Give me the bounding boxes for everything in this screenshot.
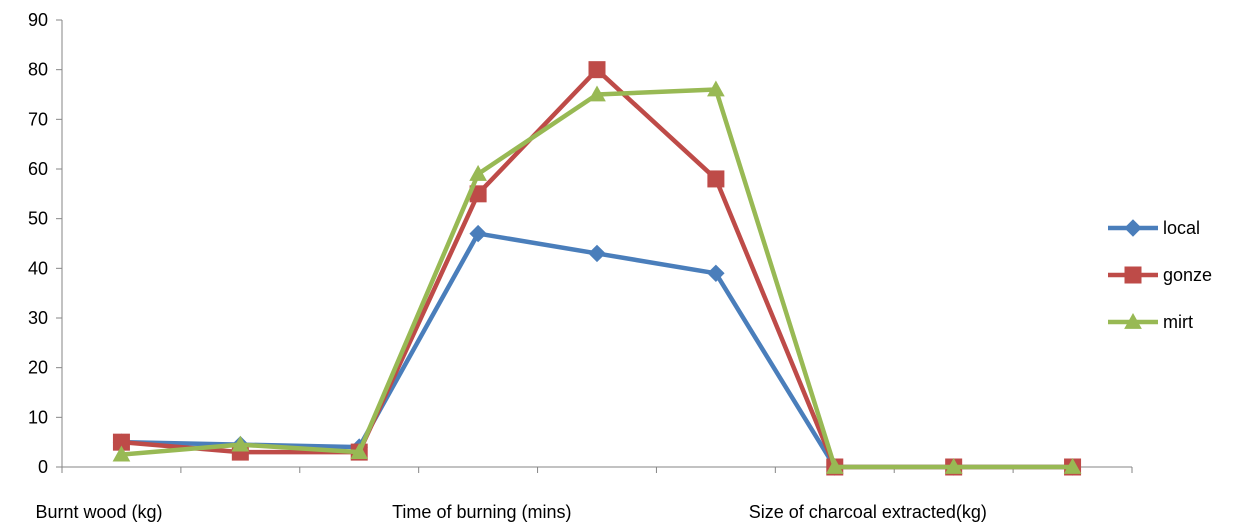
y-tick-label: 70 bbox=[28, 109, 48, 129]
y-tick-label: 80 bbox=[28, 60, 48, 80]
data-point-mirt bbox=[588, 85, 606, 102]
data-point-local bbox=[588, 244, 606, 263]
series-local bbox=[112, 224, 1082, 476]
series-gonze bbox=[112, 61, 1082, 476]
legend-marker bbox=[1124, 312, 1142, 329]
series-line-gonze bbox=[119, 67, 1075, 470]
x-category-label: Size of charcoal extracted(kg) bbox=[749, 502, 987, 522]
x-category-label: Burnt wood (kg) bbox=[35, 502, 162, 522]
data-point-mirt bbox=[112, 445, 131, 462]
data-point-mirt bbox=[707, 80, 725, 97]
data-point-mirt bbox=[1063, 457, 1082, 474]
legend: local gonze mirt bbox=[1108, 218, 1212, 332]
data-point-mirt bbox=[469, 164, 487, 181]
series-lines bbox=[112, 61, 1082, 476]
axes: 0 10 20 30 40 50 60 70 80 90 Burnt wood (kg) Time o… bbox=[28, 10, 1133, 522]
y-tick-label: 20 bbox=[28, 358, 48, 378]
data-point-mirt bbox=[350, 443, 369, 459]
data-point-mirt bbox=[825, 457, 844, 474]
series-line-mirt bbox=[119, 87, 1075, 470]
data-point-gonze bbox=[707, 170, 725, 188]
y-tick-label: 50 bbox=[28, 209, 48, 229]
series-mirt bbox=[112, 80, 1082, 474]
legend-marker bbox=[1124, 219, 1142, 237]
y-tick-label: 10 bbox=[28, 407, 48, 427]
legend-marker bbox=[1124, 266, 1142, 284]
y-tick-label: 30 bbox=[28, 308, 48, 328]
legend-item-gonze: gonze bbox=[1108, 265, 1212, 285]
y-tick-label: 0 bbox=[38, 457, 48, 477]
legend-item-mirt: mirt bbox=[1108, 312, 1193, 332]
data-point-local bbox=[469, 224, 487, 243]
y-tick-label: 40 bbox=[28, 258, 48, 278]
legend-label: mirt bbox=[1163, 312, 1193, 332]
legend-item-local: local bbox=[1108, 218, 1200, 238]
y-tick-label: 60 bbox=[28, 159, 48, 179]
data-point-mirt bbox=[231, 435, 250, 452]
series-line-local bbox=[119, 231, 1075, 470]
y-tick-label: 90 bbox=[28, 10, 48, 30]
x-category-label: Time of burning (mins) bbox=[392, 502, 571, 522]
data-point-gonze bbox=[588, 61, 606, 79]
data-point-mirt bbox=[944, 457, 963, 474]
data-point-local bbox=[707, 264, 725, 283]
legend-label: local bbox=[1163, 218, 1200, 238]
legend-label: gonze bbox=[1163, 265, 1212, 285]
